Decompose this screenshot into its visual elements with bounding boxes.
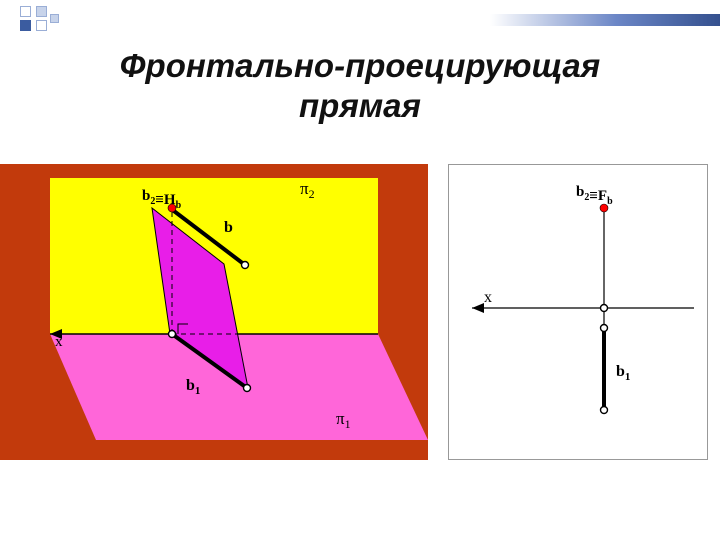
page-title: Фронтально-проецирующая прямая	[0, 46, 720, 125]
slide-decor	[0, 6, 720, 30]
svg-text:x: x	[55, 334, 63, 350]
decor-square	[20, 6, 31, 17]
svg-text:b: b	[224, 219, 233, 236]
svg-text:x: x	[484, 289, 492, 306]
diagram-3d: π2π1xbb1b2≡Hb	[0, 164, 428, 460]
title-line-1: Фронтально-проецирующая	[120, 47, 600, 84]
diagram-epure: xb1b2≡Fb	[448, 164, 708, 460]
decor-square	[36, 20, 47, 31]
decor-square	[36, 6, 47, 17]
diagram-stage: π2π1xbb1b2≡Hb xb1b2≡Fb	[0, 164, 720, 484]
decor-square	[50, 14, 59, 23]
decor-gradient	[490, 14, 720, 26]
decor-square	[20, 20, 31, 31]
title-line-2: прямая	[299, 87, 421, 124]
